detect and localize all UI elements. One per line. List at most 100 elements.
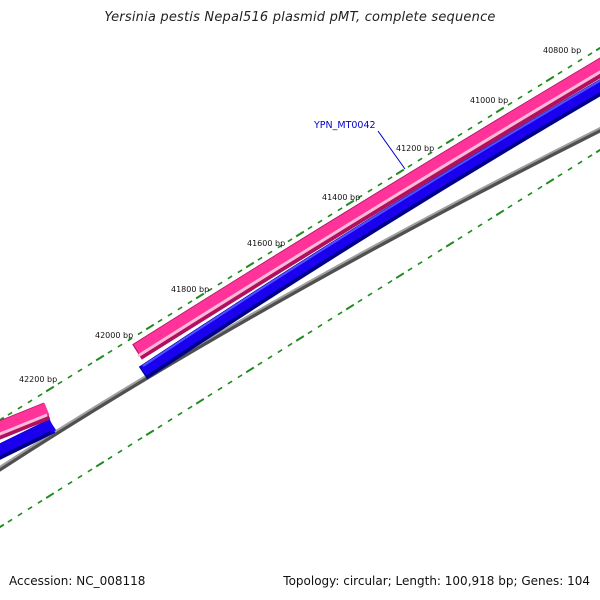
- tick-mark: [117, 449, 123, 454]
- tick-mark: [187, 300, 193, 305]
- tick-mark: [387, 176, 393, 181]
- tick-mark: [145, 429, 155, 436]
- tick-mark: [307, 225, 313, 230]
- cds-feature-segment-2[interactable]: [0, 419, 56, 460]
- tick-mark: [507, 204, 513, 209]
- tick-mark: [207, 393, 213, 398]
- tick-mark: [195, 398, 205, 405]
- position-label: 41200 bp: [396, 144, 434, 153]
- tick-mark: [377, 286, 383, 291]
- tick-mark: [467, 126, 473, 131]
- cds-feature-segment-1[interactable]: [138, 75, 600, 380]
- tick-mark: [387, 279, 393, 284]
- tick-mark: [457, 132, 463, 137]
- tick-mark: [587, 154, 593, 159]
- tick-mark: [317, 219, 323, 224]
- tick-mark: [257, 361, 263, 366]
- tick-mark: [187, 405, 193, 410]
- tick-mark: [487, 217, 493, 222]
- tick-mark: [407, 163, 413, 168]
- position-label: 42200 bp: [19, 375, 57, 384]
- tick-mark: [477, 120, 483, 125]
- tick-mark: [517, 95, 523, 100]
- tick-mark: [337, 311, 343, 316]
- tick-mark: [545, 178, 555, 185]
- position-label: 42000 bp: [95, 331, 133, 340]
- tick-mark: [207, 287, 213, 292]
- tick-mark: [17, 512, 23, 517]
- position-label: 41600 bp: [247, 239, 285, 248]
- tick-mark: [227, 380, 233, 385]
- tick-mark: [417, 157, 423, 162]
- position-labels: 40800 bp 41000 bp 41200 bp 41400 bp 4160…: [19, 46, 581, 384]
- tick-mark: [395, 272, 405, 279]
- tick-mark: [495, 209, 505, 217]
- tick-mark: [37, 499, 43, 504]
- tick-mark: [287, 238, 293, 243]
- gene-annotation[interactable]: YPN_MT0042: [313, 120, 406, 170]
- position-label: 41000 bp: [470, 96, 508, 105]
- tick-mark: [577, 160, 583, 165]
- position-label: 41400 bp: [322, 193, 360, 202]
- tick-mark: [57, 380, 63, 385]
- tick-mark: [317, 323, 323, 328]
- tick-mark: [595, 46, 600, 52]
- gene-label[interactable]: YPN_MT0042: [313, 120, 376, 131]
- tick-mark: [27, 399, 33, 404]
- tick-mark: [67, 374, 73, 379]
- tick-mark: [257, 256, 263, 261]
- tick-mark: [157, 318, 163, 323]
- tick-mark: [427, 151, 433, 156]
- tick-mark: [267, 355, 273, 360]
- accession-text: Accession: NC_008118: [9, 574, 146, 588]
- tick-mark: [267, 250, 273, 255]
- tick-mark: [45, 385, 55, 393]
- tick-mark: [95, 460, 105, 468]
- outer-tick-marks: [0, 46, 600, 422]
- tick-mark: [67, 481, 73, 486]
- tick-mark: [157, 424, 163, 429]
- tick-mark: [237, 374, 243, 379]
- tick-mark: [377, 182, 383, 187]
- tick-mark: [87, 468, 93, 473]
- tick-mark: [495, 106, 505, 114]
- tick-mark: [0, 416, 5, 422]
- tick-mark: [545, 75, 555, 83]
- tick-mark: [477, 223, 483, 228]
- tick-mark: [127, 337, 133, 342]
- position-label: 41800 bp: [171, 285, 209, 294]
- tick-mark: [295, 335, 305, 342]
- tick-mark: [557, 173, 563, 178]
- tick-mark: [0, 523, 5, 529]
- sequence-backbone: [0, 126, 600, 472]
- tick-mark: [427, 254, 433, 259]
- tick-mark: [107, 455, 113, 460]
- gene-label-leader-line: [377, 130, 406, 170]
- tick-mark: [327, 213, 333, 218]
- tick-mark: [17, 405, 23, 410]
- tick-mark: [445, 137, 455, 145]
- tick-mark: [87, 362, 93, 367]
- sequence-summary: Topology: circular; Length: 100,918 bp; …: [283, 574, 590, 588]
- tick-mark: [277, 244, 283, 249]
- tick-mark: [217, 281, 223, 286]
- tick-mark: [527, 191, 533, 196]
- tick-mark: [7, 518, 13, 523]
- tick-mark: [245, 261, 255, 269]
- tick-mark: [437, 248, 443, 253]
- tick-mark: [145, 323, 155, 331]
- gene-feature-segment-2[interactable]: [0, 402, 51, 440]
- tick-mark: [357, 194, 363, 199]
- tick-mark: [527, 89, 533, 94]
- tick-mark: [127, 443, 133, 448]
- gene-feature-segment-1[interactable]: [132, 57, 600, 360]
- tick-mark: [77, 368, 83, 373]
- tick-mark: [357, 298, 363, 303]
- tick-mark: [137, 437, 143, 442]
- tick-mark: [537, 185, 543, 190]
- tick-mark: [567, 64, 573, 69]
- tick-mark: [577, 58, 583, 63]
- tick-mark: [277, 349, 283, 354]
- tick-mark: [567, 166, 573, 171]
